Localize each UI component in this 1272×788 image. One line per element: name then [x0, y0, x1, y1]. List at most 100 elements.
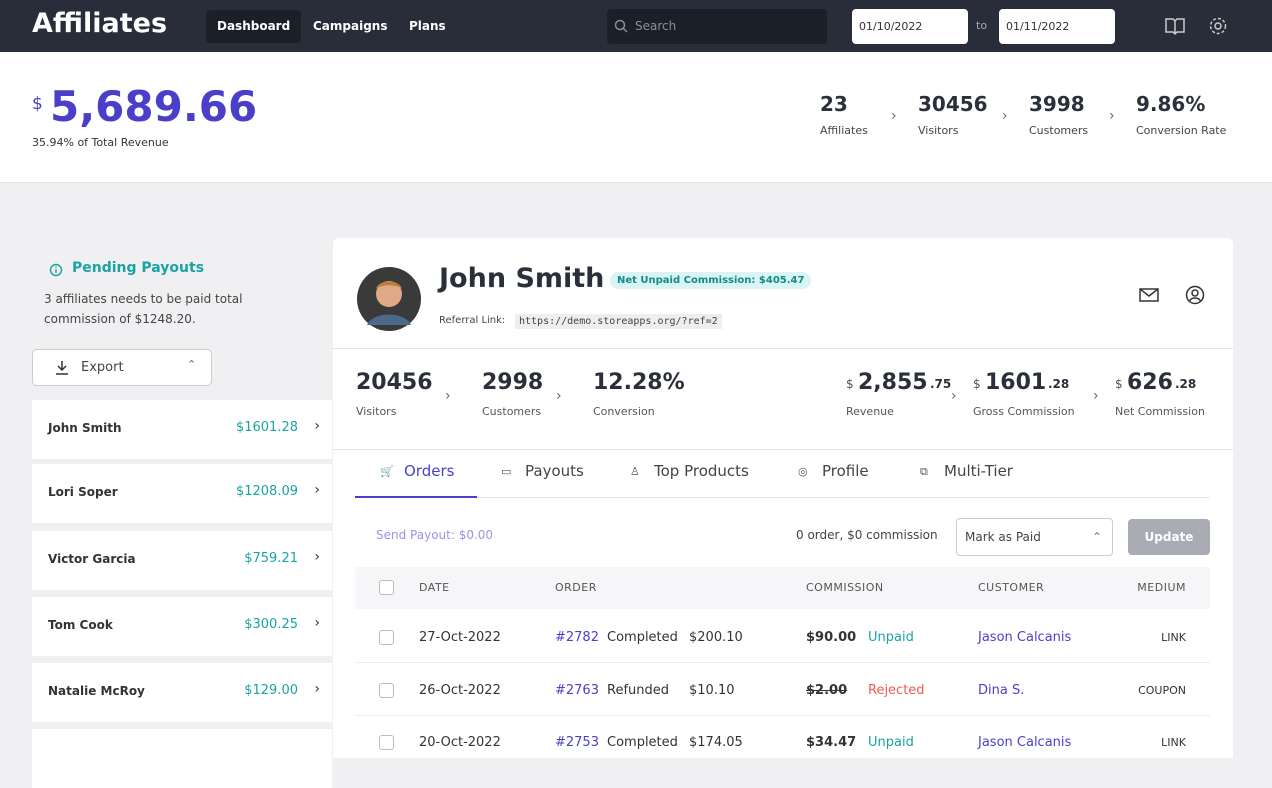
customer-link[interactable]: Dina S.: [978, 683, 1025, 698]
kpi-value: 1601: [985, 370, 1047, 395]
nav-tab[interactable]: Campaigns: [313, 19, 388, 33]
affiliate-item[interactable]: John Smith $1601.28 ›: [32, 400, 332, 459]
stat-value: 9.86%: [1136, 92, 1206, 116]
kpi-value: 626: [1127, 370, 1173, 395]
affiliate-item[interactable]: Tom Cook $300.25 ›: [32, 597, 332, 656]
date-from[interactable]: 01/10/2022: [852, 9, 968, 44]
tab[interactable]: Orders: [404, 462, 455, 480]
update-button[interactable]: Update: [1128, 519, 1210, 555]
stat-value: 3998: [1029, 92, 1085, 116]
kpi-value: 20456: [356, 370, 433, 395]
tab[interactable]: Multi-Tier: [944, 462, 1013, 480]
chevron: ›: [1093, 388, 1099, 404]
affiliate-name: Tom Cook: [48, 618, 113, 632]
date-sep: to: [976, 19, 988, 32]
order-link[interactable]: #2753: [555, 735, 599, 750]
nav-tab[interactable]: Plans: [409, 19, 446, 33]
export-label: Export: [81, 360, 124, 375]
kpi-value: 2998: [482, 370, 544, 395]
affiliate-item[interactable]: [32, 729, 332, 788]
settings-icon[interactable]: [1208, 16, 1228, 36]
docs-icon[interactable]: [1164, 16, 1186, 36]
divider: [333, 348, 1233, 349]
kpi-value: 2,855: [858, 370, 928, 395]
total: 5,689.66: [50, 82, 258, 131]
kpi-currency: $: [1115, 377, 1123, 391]
top-nav: Affiliates Dashboard Campaigns Plans Sea…: [0, 0, 1272, 52]
kpi-label: Net Commission: [1115, 405, 1205, 418]
kpi-currency: $: [973, 377, 981, 391]
affiliate-item[interactable]: Natalie McRoy $129.00 ›: [32, 663, 332, 722]
tab-icon: 🛒: [380, 465, 394, 478]
table-header: [355, 567, 1210, 609]
mail-icon[interactable]: [1139, 287, 1159, 303]
stat-label: Customers: [1029, 124, 1089, 137]
column-header: ORDER: [555, 581, 597, 594]
export-button[interactable]: Export ⌃: [32, 349, 212, 386]
checkbox[interactable]: [379, 630, 394, 645]
column-header: COMMISSION: [806, 581, 884, 594]
chevron: ›: [1109, 108, 1115, 124]
checkbox[interactable]: [379, 580, 394, 595]
tab[interactable]: Payouts: [525, 462, 584, 480]
stat-label: Affiliates: [820, 124, 868, 137]
date: 27-Oct-2022: [419, 630, 501, 645]
currency: $: [32, 94, 43, 114]
order-link[interactable]: #2782: [555, 630, 599, 645]
share: 35.94% of Total Revenue: [32, 136, 169, 149]
kpi-label: Visitors: [356, 405, 397, 418]
active-tab-indicator: [355, 496, 477, 498]
divider: [355, 497, 1210, 498]
chevron: ›: [1002, 108, 1008, 124]
chevrons: ⌃: [187, 358, 197, 371]
column-header: MEDIUM: [1137, 581, 1186, 594]
affiliate-item[interactable]: Victor Garcia $759.21 ›: [32, 531, 332, 590]
chevrons: ⌃: [1091, 530, 1102, 544]
selection-summary: 0 order, $0 commission: [796, 528, 938, 542]
kpi-label: Revenue: [846, 405, 894, 418]
chevron: ›: [314, 615, 320, 631]
kpi-label: Customers: [482, 405, 542, 418]
nav-tab[interactable]: Dashboard: [206, 10, 302, 43]
customer-link[interactable]: Jason Calcanis: [978, 630, 1072, 645]
customer-link[interactable]: Jason Calcanis: [978, 735, 1072, 750]
pending-text: 3 affiliates needs to be paid total: [44, 292, 243, 306]
pending-title: Pending Payouts: [72, 260, 205, 276]
commission: $2.00: [806, 683, 848, 698]
order-status: Completed: [607, 630, 678, 645]
affiliate-item[interactable]: Lori Soper $1208.09 ›: [32, 464, 332, 523]
medium: LINK: [1161, 631, 1186, 644]
ref-label: Referral Link:: [439, 315, 506, 326]
tab[interactable]: Profile: [822, 462, 869, 480]
search[interactable]: Search: [607, 9, 827, 44]
checkbox[interactable]: [379, 735, 394, 750]
affiliate-amount: $759.21: [244, 551, 298, 566]
user-icon[interactable]: [1185, 285, 1205, 305]
affiliate-amount: $300.25: [244, 617, 298, 632]
date-to[interactable]: 01/11/2022: [999, 9, 1115, 44]
checkbox[interactable]: [379, 683, 394, 698]
divider: [333, 449, 1233, 450]
ref-url[interactable]: https://demo.storeapps.org/?ref=2: [515, 314, 722, 329]
kpi-currency: $: [846, 377, 854, 391]
profile-name: John Smith: [439, 263, 605, 294]
column-header: DATE: [419, 581, 450, 594]
commission: $90.00: [806, 630, 857, 645]
chevron: ›: [314, 681, 320, 697]
status-select[interactable]: Mark as Paid ⌃: [956, 518, 1113, 556]
chevron: ›: [314, 418, 320, 434]
tab[interactable]: Top Products: [654, 462, 749, 480]
affiliate-name: Natalie McRoy: [48, 684, 145, 698]
send-payout[interactable]: Send Payout: $0.00: [376, 528, 494, 542]
kpi-cents: .28: [1175, 377, 1197, 391]
tab-icon: ◎: [798, 465, 808, 478]
chevron: ›: [314, 482, 320, 498]
tab-icon: ▭: [501, 465, 512, 478]
order-status: Completed: [607, 735, 678, 750]
kpi-cents: .28: [1048, 377, 1070, 391]
chevron: ›: [891, 108, 897, 124]
medium: COUPON: [1138, 684, 1186, 697]
order-link[interactable]: #2763: [555, 683, 599, 698]
chevron: ›: [556, 388, 562, 404]
